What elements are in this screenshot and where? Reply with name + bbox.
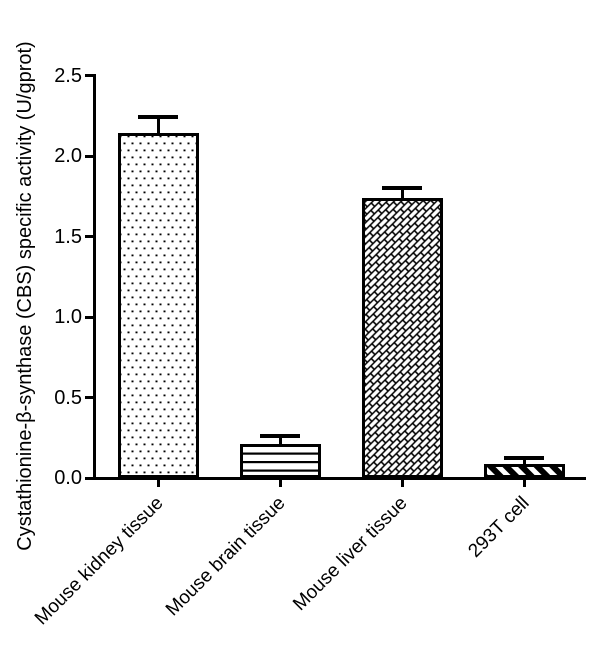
x-tick — [278, 480, 282, 487]
y-tick — [85, 74, 93, 77]
x-tick — [156, 480, 160, 487]
error-bar-cap — [260, 433, 300, 438]
y-tick — [85, 315, 93, 319]
y-tick-label: 0.5 — [54, 386, 82, 409]
y-axis-title: Cystathionine-β-synthase (CBS) specific … — [14, 41, 36, 551]
y-tick — [85, 235, 93, 238]
bar-mouse-kidney-tissue — [117, 133, 199, 478]
error-bar-stem — [156, 118, 160, 133]
y-tick-label: 1.0 — [54, 306, 82, 328]
error-bar-cap — [504, 456, 544, 461]
error-bar-cap — [138, 114, 178, 119]
error-bar-stem — [400, 189, 404, 198]
y-tick — [85, 476, 93, 480]
x-tick — [400, 480, 404, 487]
y-tick — [85, 396, 93, 399]
error-bar-stem — [278, 437, 282, 444]
y-tick-label: 1.5 — [54, 225, 82, 248]
error-bar-cap — [382, 185, 422, 190]
error-bar-stem — [522, 460, 526, 464]
y-axis-line — [93, 74, 96, 480]
x-axis-line — [93, 477, 586, 480]
bar-mouse-liver-tissue — [361, 198, 443, 478]
x-tick — [522, 480, 526, 487]
bar-293t-cell — [483, 464, 565, 478]
y-tick-label: 2.5 — [54, 64, 82, 87]
y-tick-label: 2.0 — [54, 145, 82, 167]
y-tick — [85, 154, 93, 158]
y-tick-label: 0.0 — [54, 467, 82, 489]
bar-mouse-brain-tissue — [239, 444, 321, 478]
